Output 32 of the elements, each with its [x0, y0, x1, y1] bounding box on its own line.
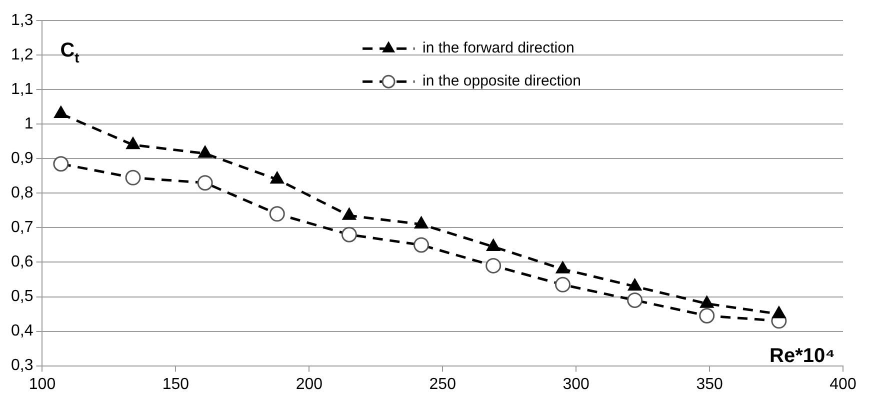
x-tick-label: 300	[562, 376, 590, 393]
x-tick-label: 100	[28, 376, 56, 393]
y-tick-label: 1,3	[10, 12, 34, 30]
y-tick-label: 0,8	[10, 184, 34, 202]
y-tick-label: 0,4	[10, 322, 34, 340]
point	[556, 261, 570, 274]
point	[486, 238, 500, 251]
point	[772, 306, 786, 318]
y-tick-label: 0,6	[10, 254, 34, 271]
y-tick-label: 1	[24, 116, 34, 133]
x-tick-label: 400	[830, 376, 856, 393]
x-tick-label: 250	[429, 376, 456, 393]
x-tick-label: 150	[162, 376, 190, 393]
point	[700, 296, 714, 308]
point	[342, 208, 356, 220]
y-tick-label: 1,1	[10, 81, 34, 98]
point	[628, 278, 642, 291]
y-tick-label: 0,3	[10, 357, 34, 374]
y-tick-label: 0,9	[10, 150, 34, 168]
point	[126, 137, 140, 150]
point	[270, 172, 284, 184]
point	[414, 216, 428, 229]
point	[198, 146, 212, 158]
y-tick-label: 0,5	[10, 288, 34, 306]
legend-label: in the opposite direction	[422, 72, 581, 90]
legend-label: in the forward direction	[422, 40, 574, 57]
y-tick-label: 0,7	[10, 219, 34, 236]
y-tick-label: 1,2	[10, 46, 34, 64]
x-tick-label: 200	[296, 376, 323, 393]
x-tick-label: 350	[696, 376, 723, 393]
point	[54, 106, 68, 118]
x-axis-title: Re*10⁴	[770, 344, 836, 367]
